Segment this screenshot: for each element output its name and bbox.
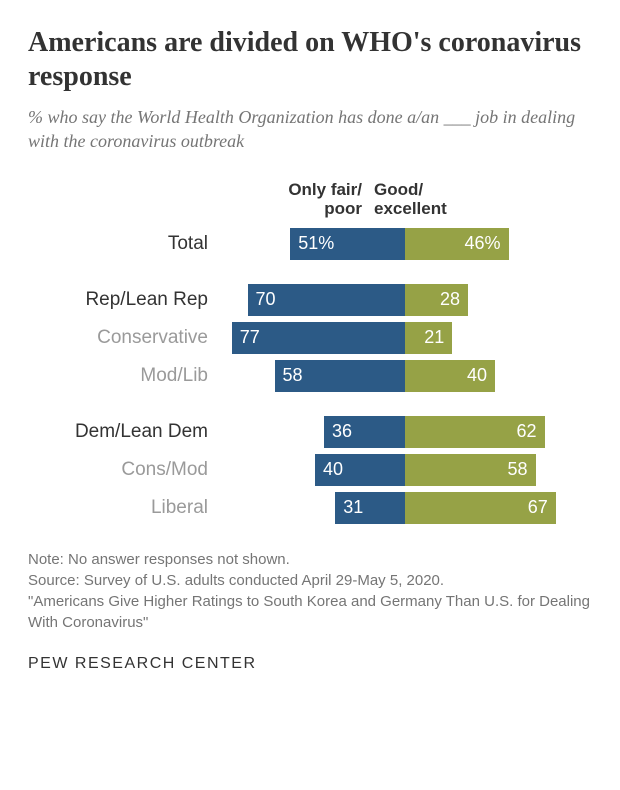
bar-good-excellent: 28 <box>405 284 468 316</box>
bar-good-excellent: 58 <box>405 454 536 486</box>
bar-only-fair-poor: 51% <box>290 228 405 260</box>
chart-notes: Note: No answer responses not shown. Sou… <box>28 549 592 633</box>
row-label: Mod/Lib <box>28 365 218 387</box>
source-line: Source: Survey of U.S. adults conducted … <box>28 570 592 591</box>
chart-body: Total 51%46% Rep/Lean Rep 7028 Conservative 7… <box>28 225 592 527</box>
table-row: Mod/Lib 5840 <box>28 357 592 395</box>
row-label: Cons/Mod <box>28 459 218 481</box>
row-label: Total <box>28 233 218 255</box>
bar-only-fair-poor: 40 <box>315 454 405 486</box>
left-column-label: Only fair/ poor <box>218 180 368 219</box>
row-label: Rep/Lean Rep <box>28 289 218 311</box>
diverging-bar-chart: Only fair/ poor Good/ excellent Total 51%… <box>28 180 592 527</box>
table-row: Liberal 3167 <box>28 489 592 527</box>
chart-subtitle: % who say the World Health Organization … <box>28 105 592 154</box>
table-row: Cons/Mod 4058 <box>28 451 592 489</box>
bar-only-fair-poor: 70 <box>248 284 406 316</box>
report-title-line: "Americans Give Higher Ratings to South … <box>28 591 592 633</box>
bar-only-fair-poor: 58 <box>275 360 406 392</box>
bar-good-excellent: 67 <box>405 492 556 524</box>
table-row: Conservative 7721 <box>28 319 592 357</box>
chart-title: Americans are divided on WHO's coronavir… <box>28 26 592 93</box>
bar-only-fair-poor: 31 <box>335 492 405 524</box>
bar-good-excellent: 40 <box>405 360 495 392</box>
bar-good-excellent: 46% <box>405 228 509 260</box>
bar-good-excellent: 21 <box>405 322 452 354</box>
bar-only-fair-poor: 36 <box>324 416 405 448</box>
row-label: Liberal <box>28 497 218 519</box>
row-label: Dem/Lean Dem <box>28 421 218 443</box>
bar-only-fair-poor: 77 <box>232 322 405 354</box>
bar-good-excellent: 62 <box>405 416 545 448</box>
column-headers: Only fair/ poor Good/ excellent <box>28 180 592 219</box>
table-row: Rep/Lean Rep 7028 <box>28 281 592 319</box>
row-label: Conservative <box>28 327 218 349</box>
right-column-label: Good/ excellent <box>368 180 518 219</box>
attribution: PEW RESEARCH CENTER <box>28 655 592 673</box>
table-row: Dem/Lean Dem 3662 <box>28 413 592 451</box>
note-line: Note: No answer responses not shown. <box>28 549 592 570</box>
table-row: Total 51%46% <box>28 225 592 263</box>
